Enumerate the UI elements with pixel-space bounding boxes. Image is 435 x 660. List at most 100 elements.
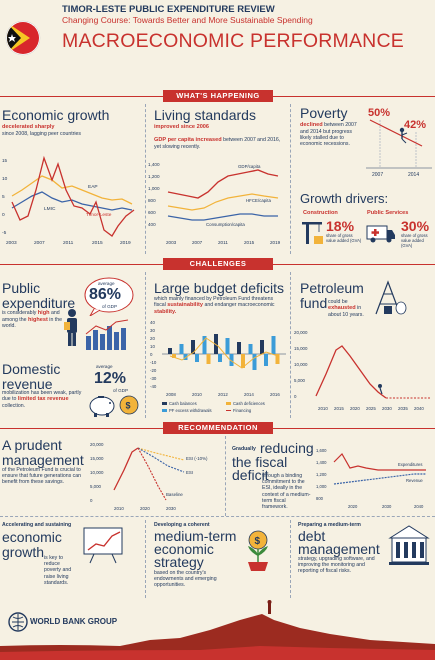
- deficit-bars: [168, 334, 280, 370]
- petro-xtick: 2020: [350, 406, 360, 411]
- reducing-xtick: 2040: [414, 504, 424, 509]
- strategy-pre: Developing a coherent: [154, 522, 210, 528]
- deficits-ytick: 20: [150, 336, 155, 341]
- services-value: 30%: [401, 218, 430, 234]
- reducing-title: reducing the fiscal deficit: [232, 440, 314, 483]
- petro-ytick: 15,000: [294, 346, 308, 351]
- petro-title: Petroleum fund: [300, 280, 364, 311]
- financing-line: [169, 337, 279, 369]
- deficits-ytick: 30: [150, 328, 155, 333]
- deficit-bar-up: [202, 336, 207, 354]
- drivers-title: Growth drivers:: [300, 191, 389, 206]
- living-xtick: 2019: [270, 240, 281, 245]
- debt-pre: Preparing a medium-term: [298, 522, 361, 528]
- coins-icon: $: [119, 395, 139, 415]
- deficit-bar-down: [172, 354, 176, 358]
- deficits-xtick: 2016: [270, 392, 280, 397]
- living-xtick: 2003: [166, 240, 177, 245]
- construction-note: share of gross value added (GVA): [326, 233, 362, 243]
- growth-sub-red: decelerated sharply: [2, 124, 55, 130]
- deficits-xtick: 2010: [192, 392, 202, 397]
- living-sub-red: improved since 2006: [154, 124, 210, 130]
- deficits-desc: which mainly financed by Petroleum Fund …: [154, 296, 274, 309]
- strategy-desc: based on the country's endowments and em…: [154, 570, 217, 589]
- lmic-label: LMIC: [44, 206, 56, 212]
- deficits-desc-red2: stability.: [154, 308, 177, 315]
- deficits-chart: 40 30 20 10 0 -10 -20 -30 -40 2008 2010 …: [150, 320, 286, 413]
- timor-leste-flag-icon: [5, 20, 41, 56]
- deficit-bar-up: [225, 338, 230, 354]
- prudent-ytick: 15,000: [90, 456, 104, 461]
- growth-ytick: 0: [2, 212, 5, 218]
- reducing-xtick: 2020: [348, 504, 358, 509]
- econ-title: economic growth: [2, 529, 62, 560]
- deficit-bar-up: [179, 344, 184, 354]
- speech-bubble-icon: [84, 277, 134, 316]
- sliding-person-icon: [378, 384, 383, 395]
- oil-derrick-icon: [375, 280, 407, 315]
- person-slide-icon: [399, 127, 408, 144]
- hfce-capita-line: [167, 193, 279, 211]
- growth-ytick: 15: [2, 158, 8, 163]
- deficit-bar-up: [214, 334, 218, 354]
- deficits-xtick: 2008: [166, 392, 176, 397]
- landscape-footer: [0, 600, 435, 660]
- reducing-ytick: 1,000: [316, 484, 327, 489]
- petro-xtick: 2015: [334, 406, 344, 411]
- svg-text:$: $: [126, 401, 131, 411]
- report-title: TIMOR-LESTE PUBLIC EXPENDITURE REVIEW: [62, 4, 275, 15]
- person-icon: [64, 309, 77, 346]
- living-desc-red: GDP per capita increased: [154, 137, 222, 143]
- petro-ytick: 0: [294, 394, 297, 399]
- reducing-xtick: 2030: [382, 504, 392, 509]
- petro-xtick: 2040: [414, 406, 424, 411]
- deficit-bar-down: [241, 354, 245, 368]
- deficit-bar-down: [195, 354, 199, 362]
- deficit-bar-down: [218, 354, 222, 362]
- poverty-chart: 50% 42% 2007 2014: [366, 107, 432, 178]
- deficit-bar-up: [237, 342, 241, 354]
- public-of-gdp: of GDP: [102, 304, 118, 309]
- growth-xtick: 2003: [6, 240, 17, 246]
- legend-cash-balances: Cash balances: [169, 401, 197, 406]
- deficits-xtick: 2012: [218, 392, 228, 397]
- public-avg-label: average: [98, 281, 115, 286]
- domestic-desc-red: limited tax revenue: [17, 396, 69, 403]
- construction-label: Construction: [303, 210, 338, 216]
- construction-value: 18%: [326, 218, 355, 234]
- living-ytick: 1,400: [148, 162, 160, 167]
- deficits-ytick: 0: [150, 352, 153, 357]
- poverty-x2014: 2014: [408, 172, 419, 178]
- eap-line: [11, 175, 133, 205]
- expenditures-label: Expenditures: [398, 462, 422, 467]
- public-value: 86%: [89, 286, 122, 303]
- legend-cash-deficiences: Cash deficiences: [233, 401, 265, 406]
- growth-board-icon: [83, 527, 123, 564]
- reducing-ytick: 1,200: [316, 472, 327, 477]
- living-xtick: 2011: [218, 240, 228, 245]
- living-xtick: 2015: [244, 240, 255, 245]
- econ-desc: is key to reduce poverty and raise livin…: [44, 555, 72, 586]
- revenue-label: Revenue: [406, 478, 423, 483]
- deficits-ytick: -40: [150, 384, 157, 389]
- cons-label: Consumption/capita: [206, 222, 245, 227]
- petro-desc2: in about 10 years.: [328, 305, 364, 318]
- poverty-2014-value: 42%: [404, 119, 426, 131]
- public-desc3: in the world.: [2, 316, 62, 329]
- baseline-label: Baseline: [166, 492, 183, 497]
- deficits-ytick: -30: [150, 376, 157, 381]
- section-title: MACROECONOMIC PERFORMANCE: [62, 30, 404, 52]
- petro-ytick: 5,000: [294, 378, 306, 383]
- svg-text:$: $: [255, 536, 261, 547]
- growth-ytick: 10: [2, 176, 8, 182]
- deficits-xtick: 2014: [244, 392, 254, 397]
- esi10-label: ESI (-10%): [186, 456, 208, 461]
- living-xtick: 2007: [192, 240, 203, 245]
- growth-ytick: 5: [2, 194, 5, 200]
- petro-desc-red: exhausted: [328, 305, 356, 312]
- deficit-bar-up: [271, 336, 276, 354]
- public-desc-red2: highest: [27, 316, 48, 323]
- poverty-2007-value: 50%: [368, 107, 390, 119]
- tl-label: Timor-Leste: [86, 212, 112, 218]
- petro-ytick: 20,000: [294, 330, 308, 335]
